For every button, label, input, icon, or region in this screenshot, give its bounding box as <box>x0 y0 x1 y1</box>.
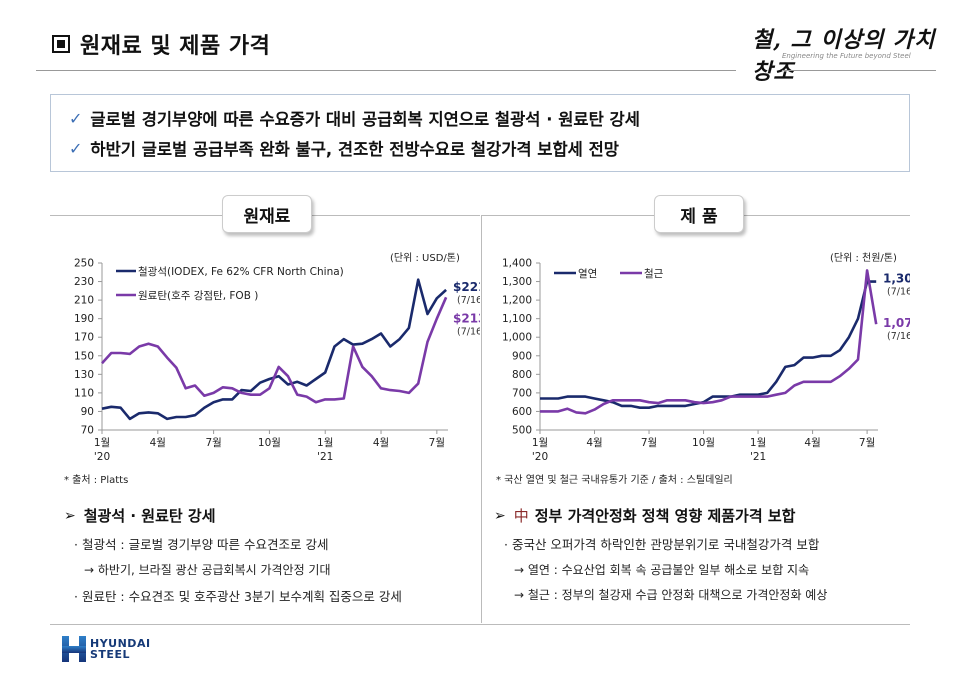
x-tick-label: 10월 <box>692 437 715 449</box>
y-tick-label: 1,200 <box>502 295 532 307</box>
right-chart-source: * 국산 열연 및 철근 국내유통가 기준 / 출처 : 스틸데일리 <box>496 475 733 486</box>
slogan: 철, 그 이상의 가치창조 Engineering the Future bey… <box>752 22 942 86</box>
legend-label: 철광석(IODEX, Fe 62% CFR North China) <box>138 266 344 278</box>
x-tick-label: 1월 <box>317 437 333 449</box>
left-bullets-head: ➢ 철광석 · 원료탄 강세 <box>64 505 402 526</box>
x-year-label: '21 <box>317 451 333 463</box>
end-value-label: $221 <box>453 280 480 294</box>
china-prefix: 中 <box>513 507 529 525</box>
x-tick-label: 7월 <box>859 437 875 449</box>
end-date-label: (7/16) <box>887 287 910 298</box>
x-tick-label: 4월 <box>373 437 389 449</box>
y-tick-label: 250 <box>74 258 94 270</box>
y-tick-label: 1,300 <box>502 276 532 288</box>
end-value-label: 1,070 <box>883 316 910 330</box>
page-title-text: 원재료 및 제품 가격 <box>80 34 271 59</box>
x-year-label: '21 <box>750 451 766 463</box>
slogan-korean: 철, 그 이상의 가치창조 <box>752 27 936 85</box>
x-year-label: '20 <box>532 451 548 463</box>
x-tick-label: 7월 <box>641 437 657 449</box>
x-tick-label: 1월 <box>94 437 110 449</box>
y-tick-label: 800 <box>512 369 532 381</box>
y-tick-label: 600 <box>512 406 532 418</box>
left-bullets: ➢ 철광석 · 원료탄 강세 · 철광석 : 글로벌 경기부양 따른 수요견조로… <box>64 505 402 613</box>
y-tick-label: 210 <box>74 295 94 307</box>
vertical-divider <box>481 215 482 623</box>
products-chart: 500 600 700 800 900 1,000 1,100 1,200 1,300 1,400… <box>502 258 910 464</box>
end-date-label: (7/16) <box>457 295 480 306</box>
h-logo-icon <box>62 636 86 662</box>
summary-text: 글로벌 경기부양에 따른 수요증가 대비 공급회복 지연으로 철광석 · 원료탄… <box>90 110 640 129</box>
left-chart-unit: (단위 : USD/톤) <box>390 253 460 264</box>
slogan-english: Engineering the Future beyond Steel <box>782 52 911 60</box>
legend-label: 철근 <box>644 268 664 280</box>
summary-box: ✓ 글로벌 경기부양에 따른 수요증가 대비 공급회복 지연으로 철광석 · 원… <box>50 94 910 172</box>
y-tick-label: 70 <box>81 425 94 437</box>
y-tick-label: 150 <box>74 350 94 362</box>
check-icon: ✓ <box>69 138 83 158</box>
header-divider <box>36 70 736 71</box>
arrow-bullet-icon: ➢ <box>64 507 76 524</box>
end-date-label: (7/16) <box>887 331 910 342</box>
y-tick-label: 1,000 <box>502 332 532 344</box>
bullet-item: · 원료탄 : 수요견조 및 호주광산 3분기 보수계획 집중으로 강세 <box>74 589 402 604</box>
bullet-item: · 철광석 : 글로벌 경기부양 따른 수요견조로 강세 <box>74 537 329 552</box>
y-tick-label: 900 <box>512 350 532 362</box>
y-tick-label: 1,400 <box>502 258 532 270</box>
x-tick-label: 4월 <box>804 437 820 449</box>
series-line-0 <box>540 280 877 409</box>
left-chart-source: * 출처 : Platts <box>64 475 129 486</box>
bullet-subitem: → 열연 : 수요산업 회복 속 공급불안 일부 해소로 보합 지속 <box>514 563 810 577</box>
x-year-label: '20 <box>94 451 110 463</box>
header-divider-right <box>782 70 936 71</box>
end-value-label: 1,300 <box>883 272 910 286</box>
left-head-text: 철광석 · 원료탄 강세 <box>83 507 216 525</box>
y-tick-label: 110 <box>74 387 94 399</box>
logo-line1: HYUNDAI <box>90 637 151 650</box>
series-line-1 <box>101 296 448 404</box>
bullet-subitem: → 철근 : 정부의 철강재 수급 안정화 대책으로 가격안정화 예상 <box>514 588 828 602</box>
x-tick-label: 1월 <box>532 437 548 449</box>
y-tick-label: 90 <box>81 406 94 418</box>
hyundai-steel-logo: HYUNDAI STEEL <box>62 636 151 662</box>
x-tick-label: 4월 <box>586 437 602 449</box>
y-tick-label: 700 <box>512 387 532 399</box>
bullet-subitem: → 하반기, 브라질 광산 공급회복시 가격안정 기대 <box>84 563 331 577</box>
y-tick-label: 230 <box>74 276 94 288</box>
logo-line2: STEEL <box>90 648 130 661</box>
y-tick-label: 1,100 <box>502 313 532 325</box>
legend-label: 열연 <box>578 268 597 280</box>
y-tick-label: 500 <box>512 425 532 437</box>
summary-item: ✓ 글로벌 경기부양에 따른 수요증가 대비 공급회복 지연으로 철광석 · 원… <box>69 103 891 133</box>
x-tick-label: 1월 <box>750 437 766 449</box>
x-tick-label: 7월 <box>429 437 445 449</box>
bullet-item: · 중국산 오퍼가격 하락인한 관망분위기로 국내철강가격 보합 <box>504 537 820 552</box>
check-icon: ✓ <box>69 108 83 128</box>
y-tick-label: 170 <box>74 332 94 344</box>
right-head-text: 정부 가격안정화 정책 영향 제품가격 보합 <box>534 507 796 525</box>
right-bullets-head: ➢ 中 정부 가격안정화 정책 영향 제품가격 보합 <box>494 505 827 526</box>
footer-divider <box>50 624 910 625</box>
raw-materials-chart: 70 90 110 130 150 170 190 210 230 250 1월 4월 7월 10월 1월 4… <box>74 258 480 464</box>
x-tick-label: 4월 <box>150 437 166 449</box>
summary-text: 하반기 글로벌 공급부족 완화 불구, 견조한 전방수요로 철강가격 보합세 전… <box>90 140 619 159</box>
right-chart-unit: (단위 : 천원/톤) <box>830 253 897 264</box>
end-date-label: (7/16) <box>457 326 480 337</box>
y-tick-label: 130 <box>74 369 94 381</box>
right-bullets: ➢ 中 정부 가격안정화 정책 영향 제품가격 보합 · 중국산 오퍼가격 하락… <box>494 505 827 611</box>
square-bullet-icon <box>52 35 70 53</box>
end-value-label: $213 <box>453 311 480 325</box>
summary-item: ✓ 하반기 글로벌 공급부족 완화 불구, 견조한 전방수요로 철강가격 보합세… <box>69 133 891 163</box>
y-tick-label: 190 <box>74 313 94 325</box>
section-label-products: 제 품 <box>654 195 744 233</box>
legend-label: 원료탄(호주 강점탄, FOB ) <box>138 290 258 302</box>
arrow-bullet-icon: ➢ <box>494 507 506 524</box>
x-tick-label: 7월 <box>205 437 221 449</box>
page-title: 원재료 및 제품 가격 <box>52 28 270 60</box>
x-tick-label: 10월 <box>258 437 281 449</box>
section-label-raw-materials: 원재료 <box>222 195 312 233</box>
series-line-1 <box>540 269 878 415</box>
